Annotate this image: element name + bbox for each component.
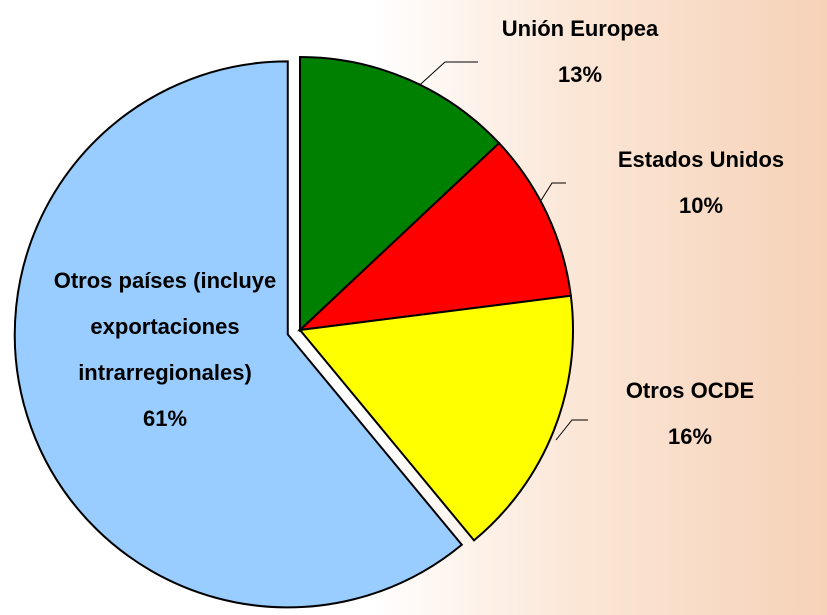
slice-value: 13% — [557, 62, 603, 87]
slice-name: Estados Unidos — [617, 147, 785, 172]
leader-line — [555, 419, 588, 441]
pie-slice — [299, 55, 501, 333]
leader-lines — [411, 61, 588, 441]
leader-line — [539, 182, 566, 203]
pie-slice — [297, 141, 572, 332]
slice-value: 61% — [142, 406, 188, 431]
slice-name: Otros OCDE — [625, 378, 755, 403]
pie-slice — [13, 60, 464, 609]
slice-label: Estados Unidos 10% — [575, 137, 827, 229]
slice-value: 10% — [678, 193, 724, 218]
slice-value: 16% — [667, 424, 713, 449]
slice-name: Otros países (incluye exportaciones intr… — [53, 268, 277, 385]
slice-label: Otros países (incluye exportaciones intr… — [30, 258, 300, 442]
slice-label: Otros OCDE 16% — [585, 368, 795, 460]
slice-name: Unión Europea — [501, 16, 659, 41]
slice-label: Unión Europea 13% — [470, 6, 690, 98]
leader-line — [411, 61, 478, 93]
pie-slice — [298, 294, 574, 542]
